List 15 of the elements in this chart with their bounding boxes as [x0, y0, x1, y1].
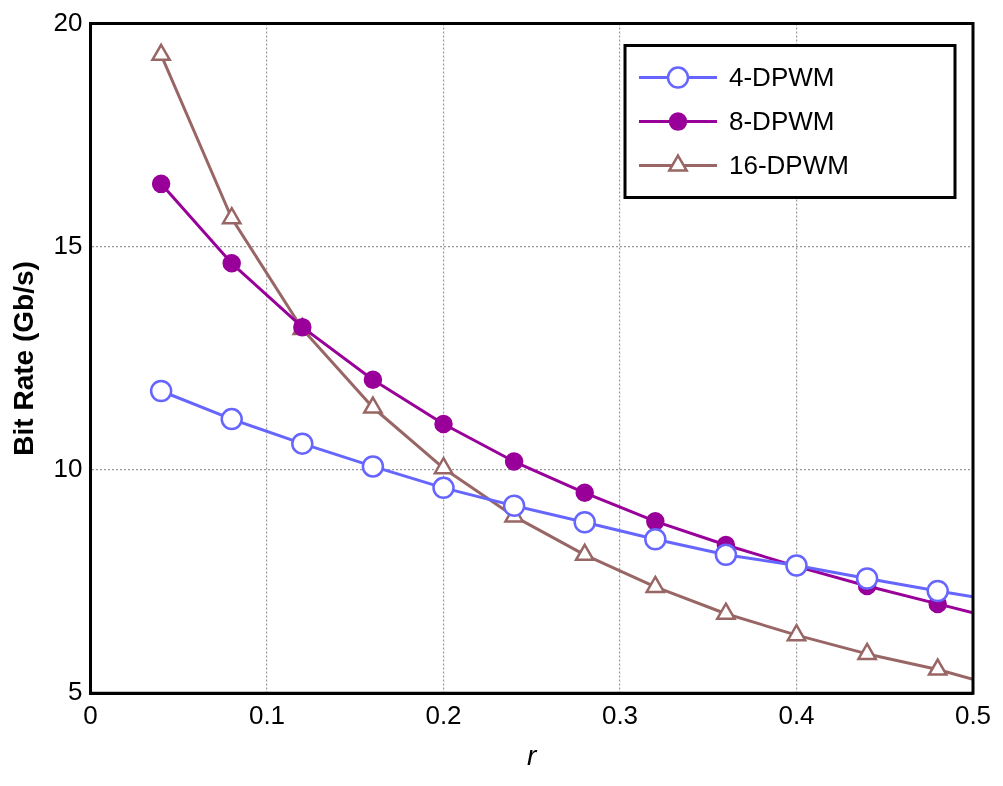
- y-tick-label: 15: [53, 229, 83, 260]
- x-tick-label: 0.3: [601, 699, 639, 730]
- x-tick-label: 0.1: [248, 699, 286, 730]
- x-tick-label: 0: [83, 699, 98, 730]
- y-tick-label: 20: [53, 6, 83, 37]
- y-tick-label: 5: [68, 676, 83, 707]
- x-tick-label: 0.2: [425, 699, 462, 730]
- y-axis-title: Bit Rate (Gb/s): [7, 261, 39, 456]
- legend-label: 8-DPWM: [729, 105, 835, 136]
- x-tick-label: 0.4: [778, 699, 815, 730]
- y-tick-label: 10: [53, 453, 83, 484]
- legend-label: 16-DPWM: [729, 149, 849, 180]
- x-axis-title: r: [527, 740, 539, 771]
- legend-label: 4-DPWM: [729, 61, 835, 92]
- x-tick-label: 0.5: [954, 699, 992, 730]
